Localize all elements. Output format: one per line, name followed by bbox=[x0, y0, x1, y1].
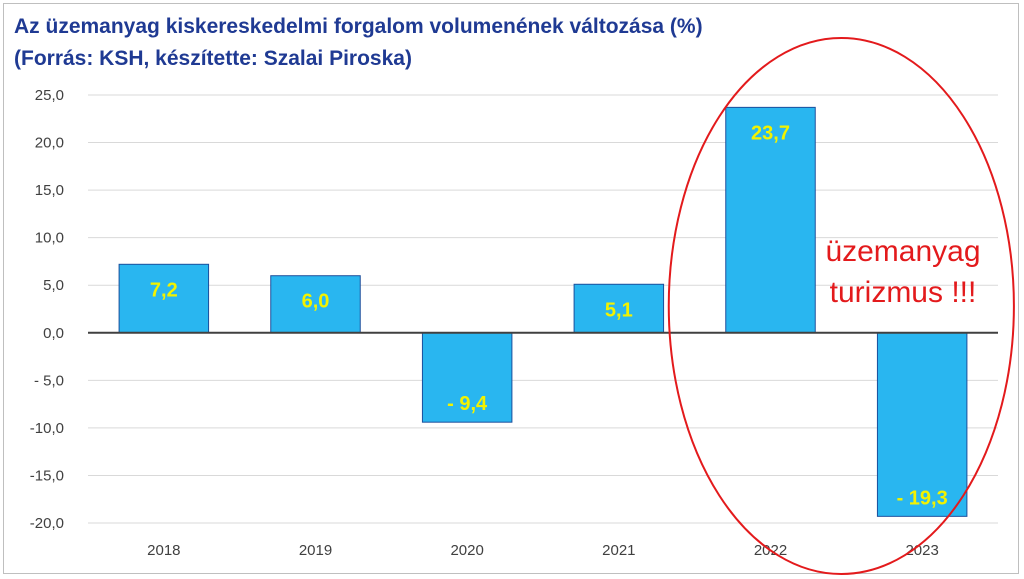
chart-subtitle: (Forrás: KSH, készítette: Szalai Piroska… bbox=[14, 47, 412, 70]
x-tick-label: 2020 bbox=[450, 542, 483, 559]
data-label-2019: 6,0 bbox=[302, 291, 330, 313]
bar-2021 bbox=[573, 283, 665, 334]
bar-2019 bbox=[270, 275, 361, 334]
y-tick-label: - 5,0 bbox=[34, 372, 64, 389]
data-label-2018: 7,2 bbox=[150, 279, 178, 301]
gridlines bbox=[88, 94, 998, 524]
y-tick-label: 20,0 bbox=[35, 135, 64, 152]
y-tick-label: 5,0 bbox=[43, 277, 64, 294]
data-label-2020: - 9,4 bbox=[447, 393, 488, 415]
annotation-line: turizmus !!! bbox=[830, 276, 977, 309]
x-tick-label: 2023 bbox=[905, 542, 938, 559]
annotation: üzemanyag turizmus !!! bbox=[667, 37, 1015, 575]
y-tick-label: 15,0 bbox=[35, 182, 64, 199]
annotation-line: üzemanyag bbox=[825, 235, 980, 268]
data-label-2021: 5,1 bbox=[605, 299, 633, 321]
y-tick-label: 0,0 bbox=[43, 325, 64, 342]
y-tick-label: 25,0 bbox=[35, 87, 64, 104]
data-label-2022: 23,7 bbox=[751, 122, 790, 144]
y-axis-tick-labels: 25,0 20,0 15,0 10,0 5,0 0,0 - 5,0 -10,0 -15,0 -20… bbox=[30, 87, 64, 532]
y-tick-label: -10,0 bbox=[30, 420, 64, 437]
bars bbox=[118, 106, 968, 517]
y-tick-label: 10,0 bbox=[35, 230, 64, 247]
bar-2023 bbox=[876, 332, 968, 517]
data-label-2023: - 19,3 bbox=[897, 487, 948, 509]
x-tick-label: 2019 bbox=[299, 542, 332, 559]
chart-frame bbox=[3, 3, 1019, 574]
data-labels: 7,2 6,0 - 9,4 5,1 23,7 - 19,3 bbox=[150, 122, 948, 509]
bar-2022 bbox=[725, 106, 816, 334]
bar-2018 bbox=[118, 263, 210, 334]
x-tick-label: 2018 bbox=[147, 542, 180, 559]
highlight-ellipse bbox=[667, 37, 1015, 575]
y-tick-label: -20,0 bbox=[30, 515, 64, 532]
bar-2020 bbox=[421, 332, 513, 423]
x-axis-tick-labels: 2018 2019 2020 2021 2022 2023 bbox=[147, 542, 939, 559]
x-tick-label: 2021 bbox=[602, 542, 635, 559]
y-tick-label: -15,0 bbox=[30, 467, 64, 484]
chart-title: Az üzemanyag kiskereskedelmi forgalom vo… bbox=[14, 15, 703, 38]
